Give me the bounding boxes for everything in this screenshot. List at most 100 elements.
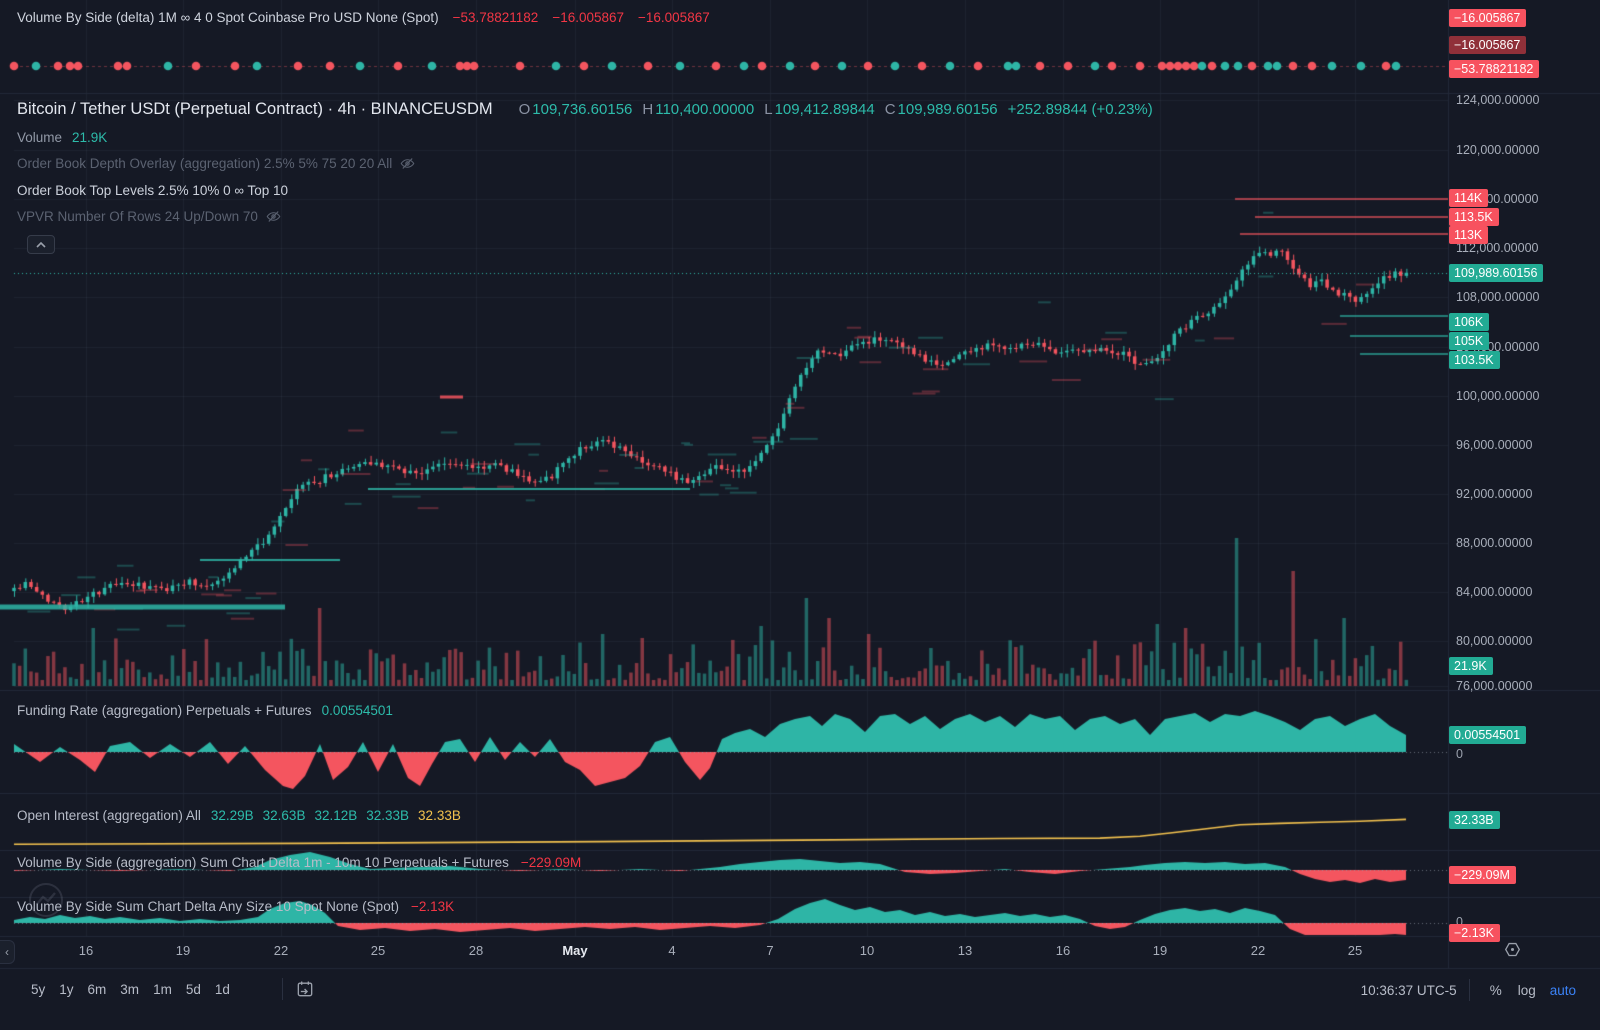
price-tick: 124,000.00000 [1456, 93, 1540, 107]
range-button-1y[interactable]: 1y [52, 979, 80, 1000]
indicator-row-orderbook-top: Order Book Top Levels 2.5% 10% 0 ∞ Top 1… [17, 183, 288, 198]
low-value: 109,412.89844 [774, 101, 875, 118]
time-tick: 7 [766, 943, 774, 958]
top-panel-title[interactable]: Volume By Side (delta) 1M ∞ 4 0 Spot Coi… [17, 10, 439, 25]
open-interest-legend: Open Interest (aggregation) All 32.29B 3… [17, 808, 461, 823]
auto-scale-button[interactable]: auto [1544, 980, 1582, 1001]
top-panel-value-3: −16.005867 [638, 10, 710, 25]
range-button-1d[interactable]: 1d [208, 979, 237, 1000]
price-tick: 88,000.00000 [1456, 536, 1533, 550]
symbol-header: Bitcoin / Tether USDt (Perpetual Contrac… [17, 100, 1153, 119]
range-button-1m[interactable]: 1m [146, 979, 179, 1000]
range-button-6m[interactable]: 6m [81, 979, 114, 1000]
toolbar-right: 10:36:37 UTC-5 % log auto [1361, 979, 1582, 1001]
price-tick: 96,000.00000 [1456, 438, 1533, 452]
axis-price-badge: 105K [1449, 332, 1490, 350]
vbs-spot-legend: Volume By Side Sum Chart Delta Any Size … [17, 899, 454, 914]
high-label: H [642, 101, 654, 118]
vbs-aggregation-value: −229.09M [520, 855, 582, 870]
axis-price-badge: 32.33B [1449, 811, 1500, 829]
top-panel-value-1: −53.78821182 [452, 10, 539, 25]
time-tick: 10 [859, 943, 875, 958]
range-button-5y[interactable]: 5y [24, 979, 52, 1000]
funding-rate-label[interactable]: Funding Rate (aggregation) Perpetuals + … [17, 703, 312, 718]
log-scale-button[interactable]: log [1510, 980, 1544, 1001]
axis-price-badge: 106K [1449, 313, 1490, 331]
indicator-row-orderbook-depth: Order Book Depth Overlay (aggregation) 2… [17, 156, 415, 171]
high-value: 110,400.00000 [655, 101, 755, 118]
goto-date-wrap [270, 978, 315, 1000]
vbs-aggregation-label[interactable]: Volume By Side (aggregation) Sum Chart D… [17, 855, 509, 870]
subpane-zero-tick: 0 [1456, 915, 1463, 929]
axis-settings-icon[interactable] [1504, 941, 1521, 958]
clock[interactable]: 10:36:37 UTC-5 [1360, 982, 1457, 998]
volume-value: 21.9K [72, 130, 108, 145]
axis-price-badge: −229.09M [1449, 866, 1516, 884]
price-tick: 84,000.00000 [1456, 585, 1533, 599]
time-tick: 19 [175, 943, 191, 958]
range-button-3m[interactable]: 3m [113, 979, 146, 1000]
goto-date-button[interactable] [295, 979, 315, 999]
close-label: C [884, 101, 896, 118]
ohlc-values: O 109,736.60156 H 110,400.00000 L 109,41… [509, 101, 1153, 118]
time-tick: 22 [1250, 943, 1266, 958]
symbol-title[interactable]: Bitcoin / Tether USDt (Perpetual Contrac… [17, 100, 493, 118]
time-tick: 16 [78, 943, 94, 958]
subpane-zero-tick: 0 [1456, 747, 1463, 761]
top-panel-legend: Volume By Side (delta) 1M ∞ 4 0 Spot Coi… [17, 10, 710, 25]
time-tick: 25 [1347, 943, 1363, 958]
tradingview-watermark [26, 880, 66, 920]
axis-price-badge: 0.00554501 [1449, 726, 1527, 744]
toolbar-divider [282, 978, 283, 1000]
time-tick: May [562, 943, 588, 958]
oi-value-l: 32.12B [314, 808, 358, 823]
time-tick: 22 [273, 943, 289, 958]
legend-collapse-button[interactable] [27, 235, 55, 254]
volume-legend: Volume 21.9K [17, 130, 107, 145]
indicator-label[interactable]: VPVR Number Of Rows 24 Up/Down 70 [17, 209, 258, 224]
range-toolbar: 5y 1y 6m 3m 1m 5d 1d [24, 979, 237, 1000]
axis-price-badge: −53.78821182 [1449, 60, 1540, 78]
axis-price-badge: −16.005867 [1449, 36, 1527, 54]
time-tick: 4 [668, 943, 676, 958]
open-label: O [518, 101, 531, 118]
open-value: 109,736.60156 [532, 101, 633, 118]
low-label: L [764, 101, 773, 118]
indicator-label[interactable]: Order Book Depth Overlay (aggregation) 2… [17, 156, 393, 171]
panel-expand-tab[interactable]: ‹ [0, 940, 15, 964]
range-button-5d[interactable]: 5d [179, 979, 208, 1000]
close-value: 109,989.60156 [897, 101, 998, 118]
axis-price-badge: 21.9K [1449, 657, 1493, 675]
price-tick: 92,000.00000 [1456, 487, 1533, 501]
hidden-eye-icon[interactable] [400, 156, 415, 171]
calendar-icon [297, 981, 313, 997]
oi-value-c: 32.33B [366, 808, 410, 823]
time-tick: 13 [957, 943, 973, 958]
axis-price-badge: 114K [1449, 189, 1489, 207]
open-interest-label[interactable]: Open Interest (aggregation) All [17, 808, 201, 823]
price-tick: 120,000.00000 [1456, 143, 1540, 157]
oi-value-last: 32.33B [418, 808, 461, 823]
vbs-spot-label[interactable]: Volume By Side Sum Chart Delta Any Size … [17, 899, 399, 914]
axis-price-badge: 113.5K [1449, 208, 1499, 226]
top-panel-value-2: −16.005867 [552, 10, 625, 25]
volume-label[interactable]: Volume [17, 130, 63, 145]
price-tick: 100,000.00000 [1456, 389, 1540, 403]
oi-value-o: 32.29B [210, 808, 254, 823]
hidden-eye-icon[interactable] [266, 209, 281, 224]
funding-rate-legend: Funding Rate (aggregation) Perpetuals + … [17, 703, 393, 718]
vbs-spot-value: −2.13K [410, 899, 455, 914]
axis-price-badge: 109,989.60156 [1449, 264, 1544, 282]
price-tick: 108,000.00000 [1456, 290, 1540, 304]
axis-price-badge: 113K [1449, 226, 1489, 244]
change-value: +252.89844 (+0.23%) [1007, 101, 1153, 118]
vbs-aggregation-legend: Volume By Side (aggregation) Sum Chart D… [17, 855, 581, 870]
percent-scale-button[interactable]: % [1482, 980, 1510, 1001]
price-tick: 76,000.00000 [1456, 679, 1533, 693]
axis-price-badge: −16.005867 [1449, 9, 1527, 27]
price-tick: 112,000.00000 [1456, 241, 1539, 255]
time-tick: 16 [1055, 943, 1071, 958]
indicator-label[interactable]: Order Book Top Levels 2.5% 10% 0 ∞ Top 1… [17, 183, 289, 198]
